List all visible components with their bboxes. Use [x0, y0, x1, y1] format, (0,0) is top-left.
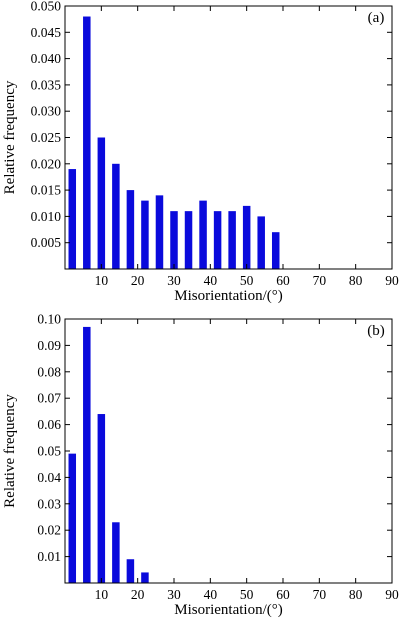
bar [97, 137, 106, 269]
y-tick-label: 0.01 [37, 549, 61, 564]
bar [68, 453, 77, 583]
y-tick-label: 0.05 [37, 444, 61, 459]
bar [228, 211, 236, 269]
y-tick-label: 0.040 [31, 51, 62, 66]
bar [112, 163, 120, 269]
bar [242, 205, 251, 269]
panel-a: 10 20 30 40 50 60 70 80 90 0.005 0.010 0.015 0.020 0.… [2, 0, 399, 304]
bar [257, 216, 265, 269]
bar [126, 190, 135, 269]
panel-label: (b) [367, 323, 385, 339]
y-tick-label: 0.08 [37, 364, 61, 379]
y-tick-label: 0.035 [31, 77, 62, 92]
bar [83, 16, 91, 269]
x-tick-label: 90 [385, 587, 399, 602]
y-tick-label: 0.010 [31, 209, 62, 224]
x-tick-label: 20 [131, 273, 145, 288]
x-tick-label: 10 [95, 587, 109, 602]
x-axis-label: Misorientation/(°) [174, 602, 282, 618]
y-tick-label: 0.030 [31, 104, 62, 119]
y-axis-label: Relative frequency [2, 80, 18, 194]
x-tick-label: 50 [240, 587, 254, 602]
x-tick-label: 80 [349, 587, 363, 602]
x-tick-label: 30 [167, 273, 181, 288]
bar [184, 211, 193, 269]
x-tick-label: 70 [313, 587, 327, 602]
y-tick-label: 0.04 [37, 470, 61, 485]
bar [170, 211, 178, 269]
panel-label: (a) [368, 10, 385, 26]
bar [126, 559, 135, 583]
bar [155, 195, 164, 269]
x-tick-label: 90 [385, 273, 399, 288]
x-tick-label: 50 [240, 273, 254, 288]
x-axis-label: Misorientation/(°) [174, 288, 282, 304]
bar [213, 211, 222, 269]
bar [112, 522, 120, 583]
x-tick-label: 60 [276, 273, 290, 288]
panel-b: 10 20 30 40 50 60 70 80 90 0.01 0.02 0.03 0.04 0.05 0.… [2, 312, 399, 619]
y-tick-label: 0.005 [31, 235, 62, 250]
bar [97, 414, 106, 583]
y-tick-label: 0.015 [31, 183, 62, 198]
bar [141, 200, 149, 269]
y-tick-label: 0.03 [37, 496, 61, 511]
x-tick-label: 80 [349, 273, 363, 288]
y-tick-label: 0.025 [31, 130, 62, 145]
x-tick-label: 10 [95, 273, 109, 288]
y-tick-label: 0.07 [37, 391, 61, 406]
y-tick-label: 0.06 [37, 417, 61, 432]
y-tick-label: 0.10 [37, 312, 61, 327]
x-tick-label: 70 [313, 273, 327, 288]
x-tick-label: 20 [131, 587, 145, 602]
y-tick-label: 0.045 [31, 25, 62, 40]
bar [199, 200, 207, 269]
bar [68, 169, 77, 269]
bar [141, 572, 149, 583]
x-tick-label: 30 [167, 587, 181, 602]
x-tick-label: 40 [204, 587, 218, 602]
y-tick-label: 0.050 [31, 0, 62, 14]
bar [83, 326, 91, 583]
y-tick-label: 0.020 [31, 156, 62, 171]
y-tick-label: 0.09 [37, 338, 61, 353]
x-tick-label: 40 [204, 273, 218, 288]
y-tick-label: 0.02 [37, 523, 61, 538]
y-axis-label: Relative frequency [2, 394, 18, 508]
x-tick-label: 60 [276, 587, 290, 602]
bar [271, 232, 280, 269]
